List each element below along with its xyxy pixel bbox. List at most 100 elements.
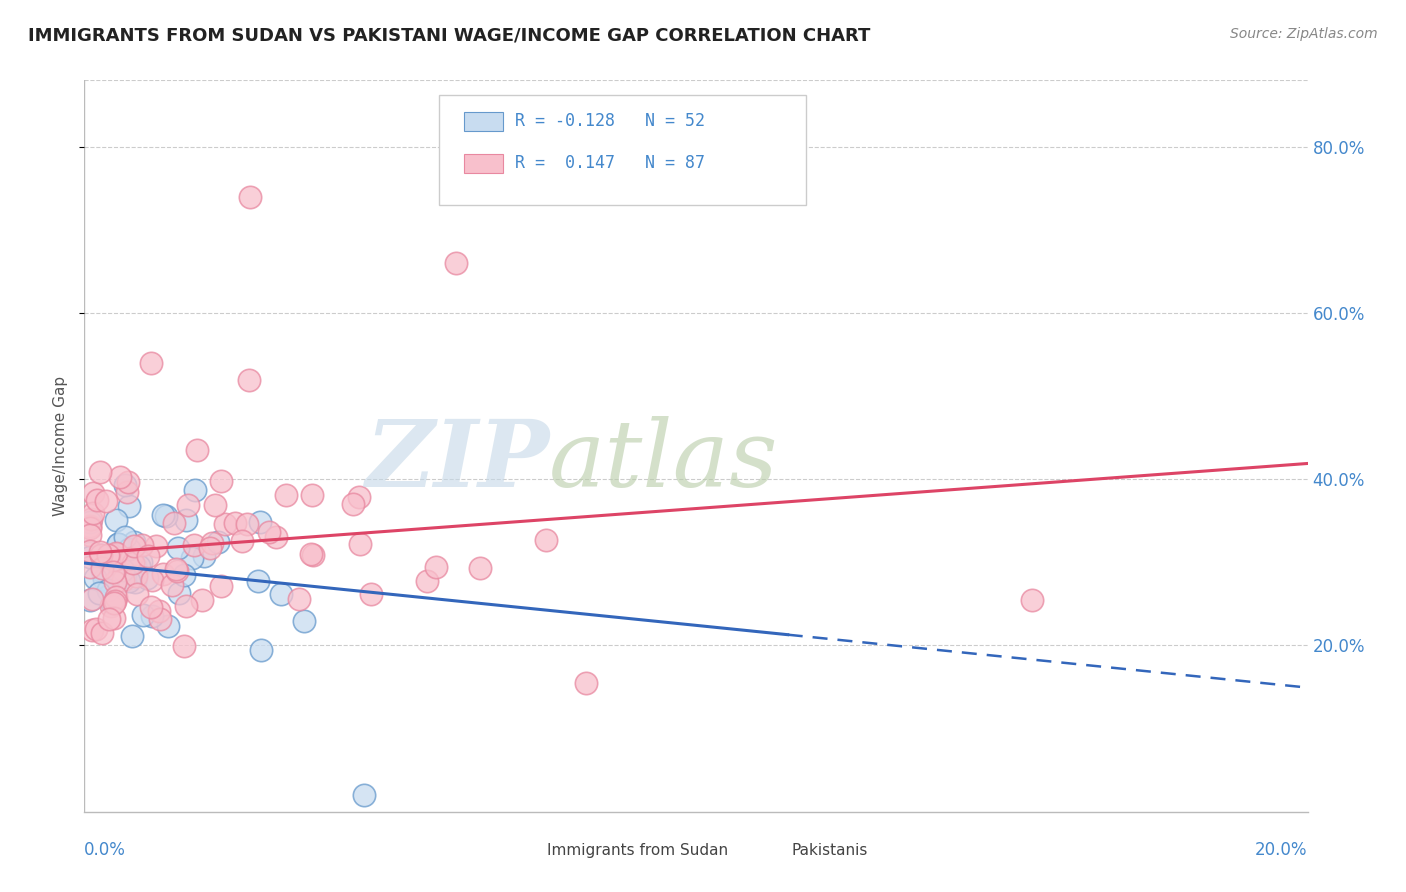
FancyBboxPatch shape <box>503 841 536 863</box>
Point <box>155 508 177 523</box>
Text: IMMIGRANTS FROM SUDAN VS PAKISTANI WAGE/INCOME GAP CORRELATION CHART: IMMIGRANTS FROM SUDAN VS PAKISTANI WAGE/… <box>28 27 870 45</box>
Point <box>209 474 232 488</box>
Point <box>198 541 221 556</box>
Point <box>128 559 150 574</box>
Point <box>97 583 120 598</box>
Point <box>139 356 162 370</box>
Point <box>249 642 271 657</box>
Point <box>183 538 205 552</box>
Point <box>112 563 135 577</box>
Point <box>238 372 260 386</box>
Point <box>108 566 131 580</box>
Point <box>101 565 124 579</box>
Point <box>224 516 246 531</box>
Point <box>117 499 139 513</box>
Point <box>239 189 262 203</box>
Point <box>79 546 101 560</box>
Point <box>90 561 112 575</box>
Point <box>91 565 114 579</box>
Point <box>103 596 125 610</box>
Text: R = -0.128   N = 52: R = -0.128 N = 52 <box>515 112 704 130</box>
Text: 20.0%: 20.0% <box>1256 841 1308 859</box>
Point <box>135 571 157 585</box>
Point <box>118 542 141 557</box>
Y-axis label: Wage/Income Gap: Wage/Income Gap <box>53 376 69 516</box>
Point <box>115 552 138 566</box>
Point <box>211 579 233 593</box>
Text: ZIP: ZIP <box>366 416 550 506</box>
Point <box>115 485 138 500</box>
Point <box>97 548 120 562</box>
Point <box>193 549 215 563</box>
Point <box>302 548 325 562</box>
Point <box>103 553 125 567</box>
Point <box>79 519 101 533</box>
Point <box>349 536 371 550</box>
Point <box>249 516 271 530</box>
Point <box>112 573 135 587</box>
Point <box>141 574 163 588</box>
Point <box>536 533 558 547</box>
Point <box>353 788 375 802</box>
Point <box>139 599 162 614</box>
FancyBboxPatch shape <box>464 112 503 131</box>
Point <box>173 568 195 582</box>
Point <box>166 565 188 579</box>
Point <box>264 530 287 544</box>
Point <box>104 575 127 590</box>
Point <box>124 539 146 553</box>
Point <box>287 591 309 606</box>
Point <box>470 561 492 575</box>
Point <box>425 559 447 574</box>
Point <box>98 612 121 626</box>
Point <box>117 475 139 489</box>
Point <box>124 574 146 589</box>
Point <box>160 577 183 591</box>
Point <box>416 574 439 589</box>
Point <box>120 551 142 566</box>
Point <box>105 547 128 561</box>
Point <box>136 549 159 563</box>
Point <box>79 550 101 565</box>
Text: Source: ZipAtlas.com: Source: ZipAtlas.com <box>1230 27 1378 41</box>
Point <box>148 604 170 618</box>
Point <box>107 537 129 551</box>
Point <box>108 470 131 484</box>
Point <box>122 535 145 549</box>
Point <box>82 485 104 500</box>
Point <box>91 626 114 640</box>
Point <box>104 545 127 559</box>
Point <box>132 607 155 622</box>
Text: atlas: atlas <box>550 416 779 506</box>
Point <box>145 539 167 553</box>
Point <box>101 596 124 610</box>
Point <box>166 541 188 555</box>
Point <box>87 585 110 599</box>
Point <box>105 513 128 527</box>
Point <box>90 548 112 562</box>
Point <box>98 574 121 589</box>
Point <box>90 549 112 563</box>
Point <box>105 590 128 604</box>
Point <box>177 498 200 512</box>
Point <box>299 547 322 561</box>
Point <box>120 571 142 585</box>
Point <box>575 676 598 690</box>
Point <box>124 559 146 574</box>
Point <box>117 574 139 588</box>
Point <box>191 593 214 607</box>
Point <box>131 538 153 552</box>
Point <box>301 487 323 501</box>
Point <box>176 599 198 613</box>
Point <box>129 554 152 568</box>
Point <box>156 619 179 633</box>
Point <box>236 516 259 531</box>
Point <box>96 566 118 580</box>
Point <box>103 611 125 625</box>
Point <box>349 490 371 504</box>
Point <box>180 551 202 566</box>
Point <box>141 608 163 623</box>
Point <box>79 560 101 574</box>
Point <box>201 535 224 549</box>
Point <box>231 533 253 548</box>
